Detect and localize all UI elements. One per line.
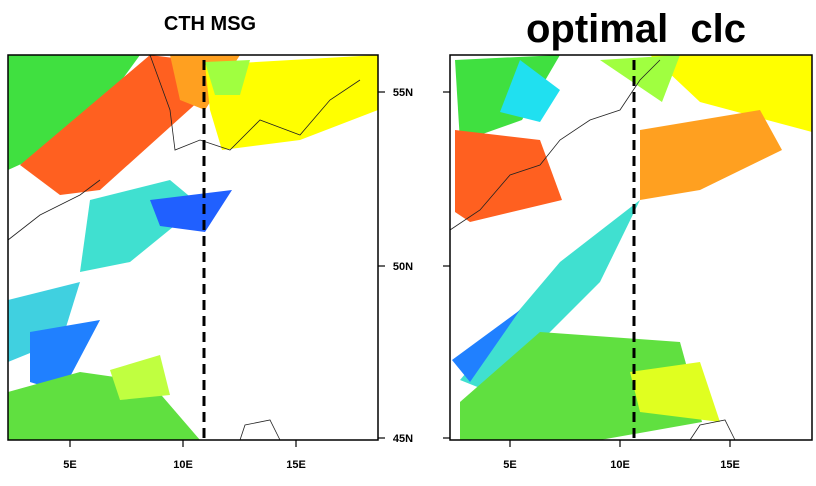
cloud-area <box>20 55 200 195</box>
cloud-area <box>150 190 232 232</box>
y-label: 55N <box>393 87 413 99</box>
cloud-area <box>205 55 378 150</box>
cloud-area <box>460 200 640 392</box>
x-label: 10E <box>610 459 630 471</box>
x-label: 10E <box>173 459 193 471</box>
x-label: 15E <box>286 459 306 471</box>
cloud-area <box>600 55 680 102</box>
cloud-area <box>110 355 170 400</box>
panel-title: optimal clc <box>526 7 746 51</box>
cloud-area <box>630 362 720 422</box>
right-map <box>443 54 813 447</box>
cloud-area <box>640 110 782 200</box>
map-frame <box>449 54 813 441</box>
cloud-area <box>8 55 140 170</box>
cloud-area <box>650 55 812 132</box>
panel-title: CTH MSG <box>164 13 256 35</box>
x-label: 5E <box>503 459 516 471</box>
x-label: 15E <box>720 459 740 471</box>
y-label: 50N <box>393 261 413 273</box>
cloud-area <box>452 310 520 382</box>
coastline <box>689 419 736 441</box>
coastline <box>7 179 101 241</box>
cloud-area <box>500 60 560 122</box>
cloud-area <box>205 60 250 95</box>
cloud-area <box>455 130 562 222</box>
cloud-area <box>8 282 80 362</box>
left-map <box>7 54 385 447</box>
cloud-area <box>460 332 702 440</box>
coastline <box>239 419 281 441</box>
x-label: 5E <box>63 459 76 471</box>
y-label: 45N <box>393 433 413 445</box>
map-frame <box>7 54 379 441</box>
cloud-area <box>30 320 100 392</box>
coastline <box>449 59 661 231</box>
coastline <box>149 54 361 151</box>
